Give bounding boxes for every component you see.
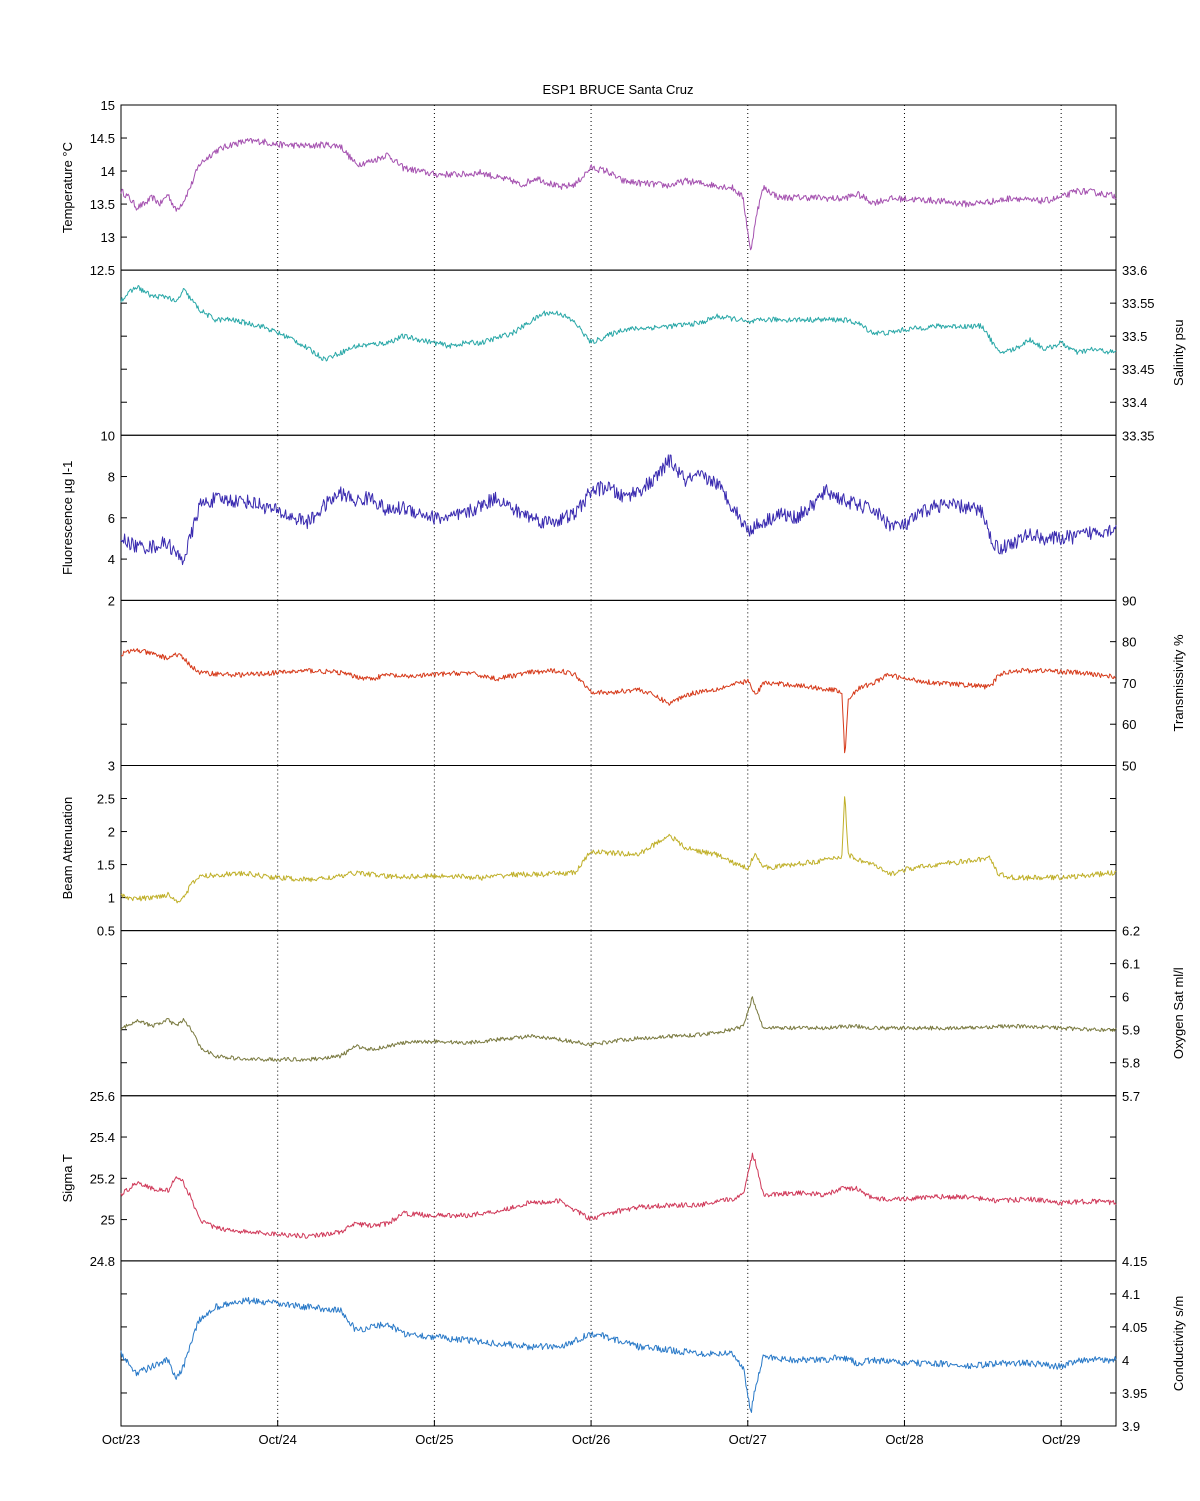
y-tick-label: 4.05	[1122, 1320, 1147, 1335]
y-tick-label: 60	[1122, 717, 1136, 732]
y-axis-label: Conductivity s/m	[1171, 1296, 1186, 1391]
panel-frame	[120, 104, 1117, 271]
panel-transmissivity: 50 60 70 80 90 Transmissivity %	[120, 593, 1186, 774]
series-line-salinity	[120, 285, 1117, 362]
y-tick-label: 12.5	[90, 263, 115, 278]
x-tick-label: Oct/25	[415, 1432, 453, 1447]
y-tick-label: 14	[101, 164, 115, 179]
panel-frame	[120, 269, 1117, 436]
y-tick-label: 10	[101, 428, 115, 443]
y-tick-label: 33.35	[1122, 428, 1155, 443]
y-axis-label: Transmissivity %	[1171, 634, 1186, 731]
y-tick-label: 1.5	[97, 858, 115, 873]
series-line-temperature	[120, 138, 1117, 251]
panel-frame	[120, 1260, 1117, 1427]
y-tick-label: 4.1	[1122, 1287, 1140, 1302]
y-tick-label: 25	[101, 1213, 115, 1228]
y-tick-label: 6.2	[1122, 924, 1140, 939]
y-tick-label: 1	[108, 891, 115, 906]
y-tick-label: 6.1	[1122, 957, 1140, 972]
time-axis: Oct/23 Oct/24 Oct/25 Oct/26 Oct/27 Oct/28 Oct/…	[102, 1420, 1080, 1447]
y-tick-label: 6	[108, 511, 115, 526]
y-axis-label: Fluorescence µg l-1	[60, 461, 75, 575]
y-tick-label: 2	[108, 825, 115, 840]
series-line-beam-attenuation	[120, 796, 1117, 904]
panel-frame	[120, 599, 1117, 766]
y-tick-label: 25.4	[90, 1130, 115, 1145]
y-tick-label: 24.8	[90, 1254, 115, 1269]
y-tick-label: 25.6	[90, 1089, 115, 1104]
series-line-conductivity	[120, 1297, 1117, 1413]
x-tick-label: Oct/24	[259, 1432, 297, 1447]
y-tick-label: 3	[108, 759, 115, 774]
y-tick-label: 90	[1122, 593, 1136, 608]
y-tick-label: 5.8	[1122, 1056, 1140, 1071]
panel-beam-attenuation: 0.5 1 1.5 2 2.5 3 Beam Attenuation	[60, 759, 1117, 939]
y-tick-label: 5.9	[1122, 1023, 1140, 1038]
y-tick-label: 6	[1122, 990, 1129, 1005]
y-tick-label: 5.7	[1122, 1089, 1140, 1104]
y-tick-label: 4.15	[1122, 1254, 1147, 1269]
y-tick-label: 4	[108, 552, 115, 567]
x-tick-label: Oct/26	[572, 1432, 610, 1447]
panel-frame	[120, 930, 1117, 1097]
panel-salinity: 33.35 33.4 33.45 33.5 33.55 33.6 Salinity psu	[120, 263, 1186, 443]
y-axis-label: Salinity psu	[1171, 319, 1186, 385]
y-tick-label: 80	[1122, 635, 1136, 650]
y-tick-label: 33.4	[1122, 395, 1147, 410]
series-line-transmissivity	[120, 648, 1117, 754]
y-tick-label: 4	[1122, 1353, 1129, 1368]
x-tick-label: Oct/23	[102, 1432, 140, 1447]
figure-title: ESP1 BRUCE Santa Cruz	[542, 82, 693, 97]
y-axis-label: Temperature °C	[60, 142, 75, 233]
panel-sigma-t: 24.8 25 25.2 25.4 25.6 Sigma T	[60, 1089, 1117, 1269]
x-tick-label: Oct/27	[729, 1432, 767, 1447]
y-tick-label: 14.5	[90, 131, 115, 146]
series-line-oxygen	[120, 996, 1117, 1062]
y-tick-label: 0.5	[97, 924, 115, 939]
x-tick-label: Oct/29	[1042, 1432, 1080, 1447]
y-tick-label: 33.55	[1122, 296, 1155, 311]
y-tick-label: 33.5	[1122, 329, 1147, 344]
y-tick-label: 50	[1122, 759, 1136, 774]
series-line-sigma-t	[120, 1152, 1117, 1239]
panel-frame	[120, 434, 1117, 601]
y-axis-label: Sigma T	[60, 1154, 75, 1202]
y-tick-label: 3.9	[1122, 1419, 1140, 1434]
y-tick-label: 33.6	[1122, 263, 1147, 278]
y-axis-label: Oxygen Sat ml/l	[1171, 967, 1186, 1059]
y-axis-label: Beam Attenuation	[60, 797, 75, 900]
y-tick-label: 25.2	[90, 1171, 115, 1186]
y-tick-label: 8	[108, 470, 115, 485]
panel-frame	[120, 765, 1117, 932]
panel-temperature: 12.5 13 13.5 14 14.5 15 Temperature °C	[60, 98, 1117, 278]
series-line-fluorescence	[120, 454, 1117, 566]
y-tick-label: 33.45	[1122, 362, 1155, 377]
panel-conductivity: 3.9 3.95 4 4.05 4.1 4.15 Conductivity s/m	[120, 1254, 1186, 1434]
y-tick-label: 13.5	[90, 197, 115, 212]
y-tick-label: 13	[101, 230, 115, 245]
y-tick-label: 3.95	[1122, 1386, 1147, 1401]
y-tick-label: 70	[1122, 676, 1136, 691]
x-tick-label: Oct/28	[885, 1432, 923, 1447]
panel-oxygen: 5.7 5.8 5.9 6 6.1 6.2 Oxygen Sat ml/l	[120, 924, 1186, 1104]
y-tick-label: 15	[101, 98, 115, 113]
panel-frame	[120, 1095, 1117, 1262]
panel-fluorescence: 2 4 6 8 10 Fluorescence µg l-1	[60, 428, 1117, 608]
y-tick-label: 2	[108, 593, 115, 608]
y-tick-label: 2.5	[97, 792, 115, 807]
